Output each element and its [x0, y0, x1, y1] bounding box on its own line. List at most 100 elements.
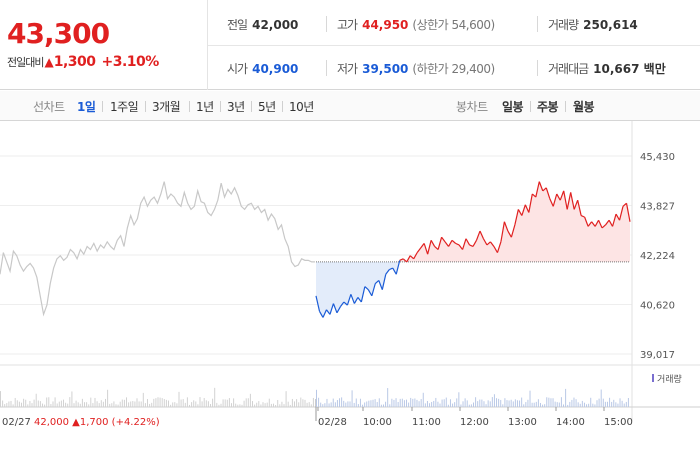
- series-line-02-28-segment: [524, 204, 530, 213]
- open-stat: 시가 40,900: [227, 60, 298, 77]
- series-line-02-28-segment: [542, 187, 547, 192]
- current-price: 43,300: [7, 17, 110, 50]
- series-line-02-28-segment: [427, 240, 432, 255]
- volume-bar: [619, 398, 621, 407]
- volume-bar: [493, 394, 495, 407]
- volume-bar: [69, 397, 71, 407]
- volume-bar: [2, 400, 4, 407]
- change-percent: +3.10%: [101, 54, 160, 70]
- series-line-02-28-segment: [538, 181, 544, 192]
- volume-bar: [147, 399, 148, 407]
- volume-bar: [581, 400, 583, 407]
- series-line-02-28-segment: [605, 219, 610, 226]
- volume-bar: [228, 398, 230, 407]
- period-5y-tab[interactable]: 5년: [258, 100, 276, 114]
- volume-bar: [378, 398, 380, 407]
- volume-bar: [537, 399, 539, 407]
- header-divider: [208, 45, 700, 46]
- volume-bar: [100, 400, 102, 407]
- amount-label: 거래대금: [548, 62, 589, 76]
- volume-bar: [468, 404, 470, 407]
- period-1w-tab[interactable]: 1주일: [110, 100, 139, 114]
- volume-bar: [600, 389, 602, 407]
- series-line-02-28-segment: [343, 301, 348, 306]
- volume-bar: [81, 398, 83, 407]
- volume-bar: [302, 399, 304, 407]
- volume-bar: [58, 401, 60, 407]
- x-tick-label: 02/28: [318, 417, 347, 428]
- series-line-02-28-segment: [423, 243, 429, 255]
- volume-bar: [153, 398, 155, 407]
- series-line-02-28-segment: [437, 237, 443, 250]
- volume-bar: [249, 393, 251, 407]
- volume-value: 250,614: [583, 18, 638, 32]
- series-line-02-28-segment: [479, 230, 485, 239]
- volume-bar: [477, 401, 479, 407]
- period-3m-tab[interactable]: 3개월: [152, 100, 181, 114]
- candle-daily-tab[interactable]: 일봉: [502, 100, 524, 114]
- volume-bar: [111, 403, 113, 407]
- volume-bar: [514, 399, 516, 407]
- volume-bar: [336, 400, 338, 407]
- volume-bar: [21, 402, 22, 407]
- volume-bar: [571, 399, 573, 407]
- volume-bar: [372, 399, 374, 407]
- volume-bar: [197, 404, 199, 407]
- high-label: 고가: [337, 18, 358, 32]
- series-line-02-28-segment: [430, 239, 436, 247]
- volume-bar: [496, 398, 498, 407]
- volume-bar: [105, 398, 106, 407]
- volume-bar: [212, 398, 214, 407]
- candle-weekly-tab[interactable]: 주봉: [537, 100, 559, 114]
- divider: [189, 101, 190, 112]
- volume-label: 거래량: [548, 18, 579, 32]
- volume-bar: [412, 398, 414, 407]
- volume-bar: [531, 402, 533, 407]
- x-tick-label: 15:00: [604, 417, 633, 428]
- volume-bar: [241, 404, 243, 407]
- period-1d-tab[interactable]: 1일: [77, 100, 96, 114]
- volume-bar: [115, 404, 117, 407]
- volume-bar: [134, 401, 136, 407]
- volume-bar: [121, 399, 123, 407]
- volume-bar: [433, 400, 435, 407]
- volume-bar: [239, 404, 241, 407]
- volume-bar: [199, 397, 201, 407]
- volume-bar: [343, 400, 345, 407]
- volume-bar: [279, 404, 281, 407]
- volume-bar: [491, 397, 493, 407]
- volume-bar: [29, 401, 31, 407]
- volume-bar: [220, 403, 222, 407]
- period-3y-tab[interactable]: 3년: [227, 100, 245, 114]
- volume-bar: [339, 398, 341, 407]
- volume-bar: [291, 398, 293, 407]
- volume-bar: [431, 401, 433, 407]
- volume-bar: [256, 402, 258, 407]
- chart-toolbar: 선차트 1일 1주일 3개월 1년 3년 5년 10년 봉차트 일봉 주봉 월봉: [0, 91, 700, 121]
- volume-bar: [42, 403, 43, 407]
- candle-monthly-tab[interactable]: 월봉: [573, 100, 595, 114]
- series-line-02-28-segment: [601, 224, 606, 229]
- volume-bar: [48, 397, 50, 407]
- volume-bar: [590, 397, 592, 407]
- volume-bar: [414, 398, 416, 407]
- volume-bar: [33, 399, 35, 407]
- volume-bar: [247, 398, 249, 407]
- volume-bar: [193, 400, 195, 407]
- volume-bar: [46, 397, 48, 407]
- volume-bar: [382, 404, 384, 407]
- volume-bar: [621, 400, 623, 407]
- series-line-02-28-segment: [441, 236, 446, 243]
- volume-bar: [207, 401, 209, 407]
- volume-bar: [126, 397, 127, 407]
- volume-bar: [73, 403, 75, 407]
- series-line-02-28-segment: [566, 192, 572, 210]
- volume-bar: [88, 404, 90, 407]
- period-10y-tab[interactable]: 10년: [289, 100, 314, 114]
- series-line-02-28-segment: [385, 269, 390, 275]
- volume-bar: [165, 399, 167, 407]
- volume-bar: [161, 398, 163, 407]
- series-line-02-28-segment: [535, 181, 540, 198]
- volume-bar: [479, 399, 481, 407]
- period-1y-tab[interactable]: 1년: [196, 100, 214, 114]
